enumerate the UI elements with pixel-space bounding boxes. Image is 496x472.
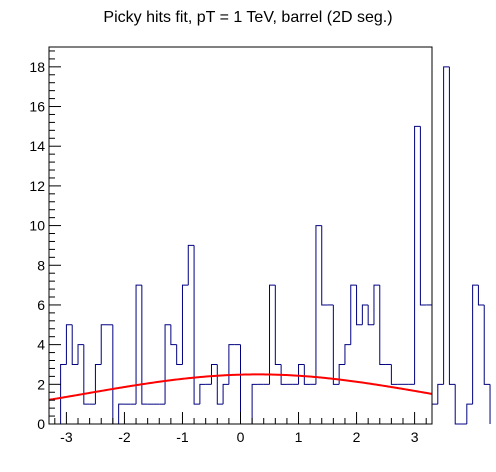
histogram-bin	[315, 225, 322, 385]
histogram-bin	[483, 304, 491, 385]
histogram-bin	[356, 285, 363, 326]
histogram-bin	[298, 363, 305, 385]
histogram-bin	[181, 284, 189, 365]
y-tick-label: 2	[37, 376, 45, 392]
histogram-bin	[280, 364, 287, 385]
x-tick-label: 2	[353, 429, 361, 445]
y-tick-label: 18	[29, 59, 45, 75]
histogram-bin	[100, 324, 108, 365]
y-tick-label: 0	[37, 416, 45, 432]
y-tick-label: 16	[29, 99, 45, 115]
y-tick-label: 10	[29, 218, 45, 234]
histogram-bin	[303, 364, 311, 385]
x-tick-label: -3	[60, 429, 73, 445]
histogram-bin	[338, 363, 345, 385]
histogram-bin	[83, 344, 90, 405]
histogram-bin	[390, 364, 398, 385]
plot-frame	[48, 46, 433, 425]
histogram-bin	[414, 125, 421, 385]
histogram-bin	[164, 324, 171, 405]
histogram-bin	[454, 384, 462, 425]
histogram-bin	[210, 363, 218, 385]
histogram-bin	[118, 403, 125, 424]
x-tick-label: 0	[237, 429, 245, 445]
histogram-bin	[443, 66, 450, 385]
histogram-bin	[77, 344, 84, 365]
histogram-bin	[350, 284, 357, 345]
histogram-bin	[251, 383, 258, 424]
y-tick-label: 4	[37, 337, 45, 353]
x-tick-label: -1	[176, 429, 189, 445]
histogram-bin	[361, 304, 369, 325]
histogram-bin	[448, 66, 456, 385]
x-tick-label: 3	[411, 429, 419, 445]
histogram-bin	[216, 364, 224, 405]
histogram-bin	[472, 284, 479, 405]
histogram-bin	[379, 285, 386, 365]
histogram-bin	[135, 284, 142, 405]
histogram-bin	[71, 324, 79, 365]
histogram-bin	[419, 126, 427, 306]
histogram-bin	[228, 344, 235, 385]
histogram-bin	[60, 363, 67, 424]
histogram-bin	[193, 245, 200, 405]
fit-curve	[48, 373, 433, 401]
histogram-bin	[466, 403, 473, 424]
histogram-bin	[344, 344, 351, 365]
y-tick-label: 6	[37, 297, 45, 313]
histogram-bin	[477, 285, 485, 306]
histogram-bin	[373, 284, 380, 325]
y-tick-label: 12	[29, 178, 45, 194]
histogram-bin	[332, 304, 340, 385]
x-tick-label: -2	[118, 429, 131, 445]
histogram-bin	[170, 324, 177, 346]
y-tick-label: 8	[37, 257, 45, 273]
histogram-bin	[176, 344, 183, 365]
x-tick-label: 1	[295, 429, 303, 445]
histogram-bin	[222, 383, 229, 405]
plot-area	[48, 66, 491, 425]
histogram-bin	[321, 225, 328, 306]
histogram-bin	[187, 244, 195, 286]
histogram-bin	[437, 383, 444, 405]
y-tick-label: 14	[29, 138, 45, 154]
histogram-bin	[65, 324, 73, 365]
histogram-bin	[141, 285, 148, 405]
histogram-bin	[274, 285, 282, 365]
histogram-bin	[367, 304, 374, 326]
chart-title: Picky hits fit, pT = 1 TeV, barrel (2D s…	[103, 9, 392, 26]
histogram-bin	[199, 383, 206, 405]
histogram-bin	[269, 284, 276, 385]
axis-ticks	[49, 50, 427, 425]
